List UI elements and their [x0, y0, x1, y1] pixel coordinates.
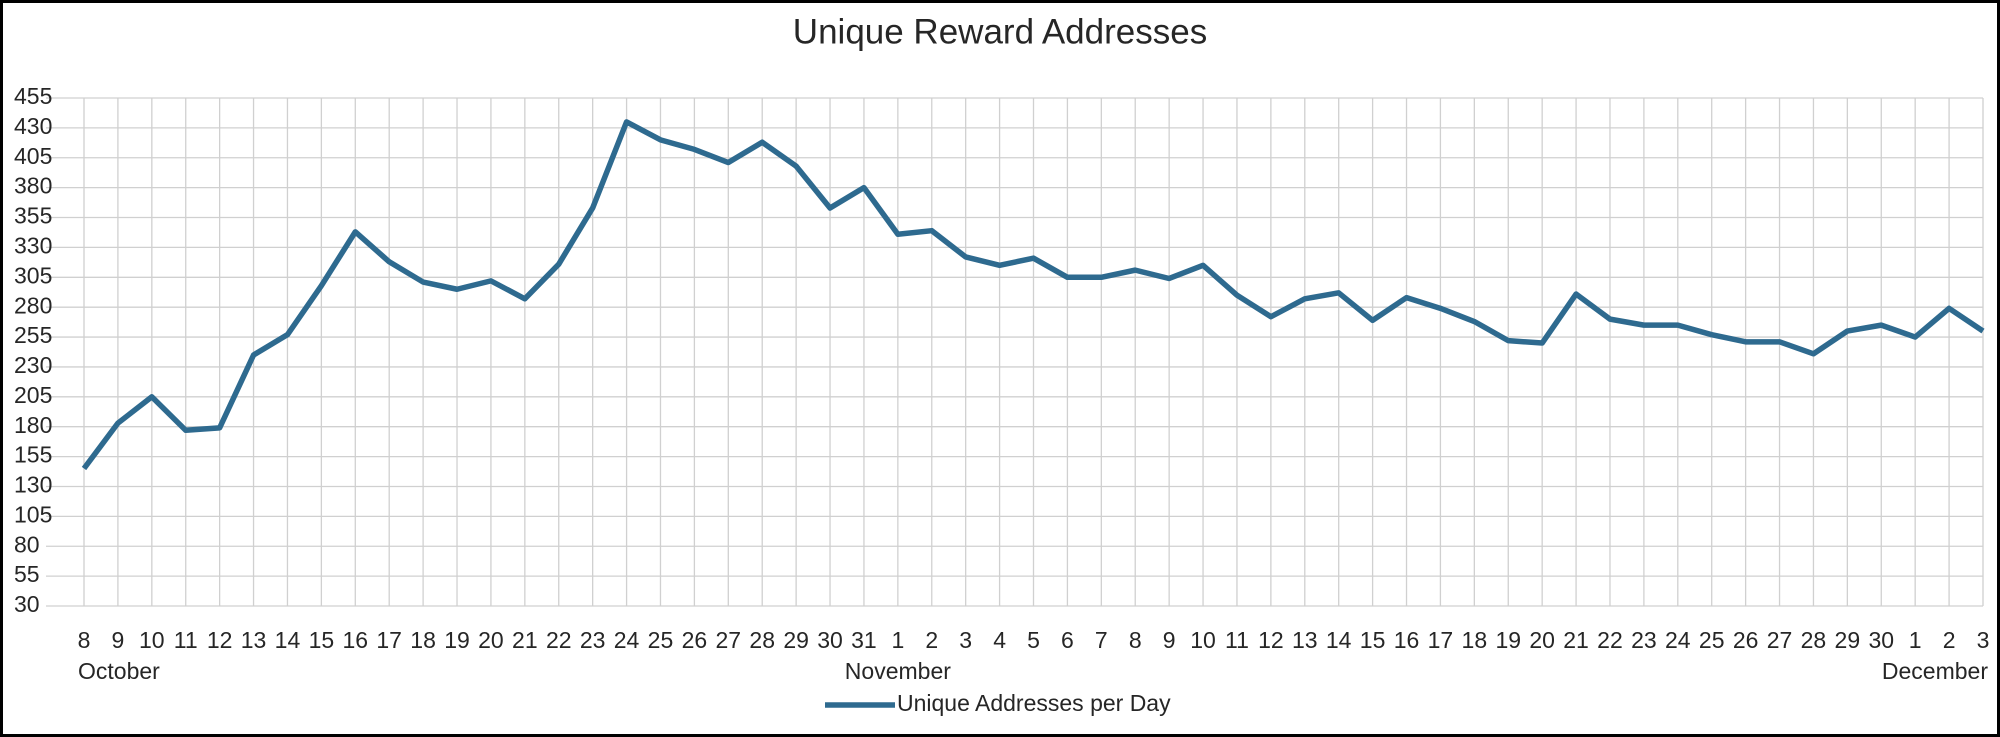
x-tick-label: 16: [1394, 627, 1420, 653]
x-tick-label: 19: [444, 627, 470, 653]
x-tick-label: 17: [376, 627, 402, 653]
x-tick-label: 12: [1258, 627, 1284, 653]
x-tick-label: 10: [139, 627, 165, 653]
x-tick-label: 28: [749, 627, 775, 653]
x-tick-label: 8: [78, 627, 91, 653]
x-tick-label: 16: [342, 627, 368, 653]
x-tick-label: 26: [682, 627, 708, 653]
x-tick-label: 12: [207, 627, 233, 653]
y-tick-label: 330: [14, 232, 52, 258]
x-tick-label: 18: [1462, 627, 1488, 653]
x-tick-label: 4: [993, 627, 1006, 653]
x-tick-label: 3: [1977, 627, 1990, 653]
y-tick-label: 80: [14, 531, 40, 557]
y-tick-label: 380: [14, 173, 52, 199]
y-tick-label: 405: [14, 143, 52, 169]
data-line: [81, 119, 1985, 471]
x-tick-label: 23: [580, 627, 606, 653]
y-tick-label: 430: [14, 113, 52, 139]
x-tick-label: 27: [716, 627, 742, 653]
x-tick-label: 18: [410, 627, 436, 653]
x-tick-label: 23: [1631, 627, 1657, 653]
x-tick-label: 2: [1943, 627, 1956, 653]
month-label: November: [845, 658, 951, 684]
x-tick-label: 26: [1733, 627, 1759, 653]
x-tick-label: 7: [1095, 627, 1108, 653]
y-tick-label: 355: [14, 203, 52, 229]
x-tick-label: 22: [546, 627, 572, 653]
y-tick-label: 205: [14, 382, 52, 408]
x-tick-label: 20: [478, 627, 504, 653]
x-tick-label: 20: [1529, 627, 1555, 653]
x-tick-label: 1: [1909, 627, 1922, 653]
x-tick-label: 21: [1563, 627, 1589, 653]
x-tick-label: 30: [1868, 627, 1894, 653]
x-tick-label: 27: [1767, 627, 1793, 653]
x-tick-label: 5: [1027, 627, 1040, 653]
x-tick-label: 9: [1163, 627, 1176, 653]
x-tick-label: 22: [1597, 627, 1623, 653]
y-tick-label: 180: [14, 412, 52, 438]
x-tick-label: 11: [174, 627, 198, 653]
x-tick-label: 25: [1699, 627, 1725, 653]
x-tick-label: 24: [614, 627, 640, 653]
x-tick-label: 31: [851, 627, 877, 653]
x-tick-label: 14: [1326, 627, 1352, 653]
x-tick-label: 8: [1129, 627, 1142, 653]
x-tick-label: 28: [1801, 627, 1827, 653]
x-tick-label: 30: [817, 627, 843, 653]
x-tick-label: 13: [1292, 627, 1318, 653]
x-tick-label: 1: [891, 627, 904, 653]
y-tick-label: 255: [14, 322, 52, 348]
month-label: December: [1882, 658, 1988, 684]
y-tick-label: 55: [14, 561, 40, 587]
y-tick-label: 280: [14, 292, 52, 318]
x-tick-label: 15: [309, 627, 335, 653]
legend-label: Unique Addresses per Day: [897, 690, 1171, 716]
x-tick-label: 13: [241, 627, 267, 653]
chart-title: Unique Reward Addresses: [793, 12, 1207, 51]
y-tick-label: 130: [14, 472, 52, 498]
x-tick-label: 14: [275, 627, 301, 653]
x-tick-label: 10: [1190, 627, 1216, 653]
y-tick-label: 30: [14, 591, 40, 617]
x-tick-label: 24: [1665, 627, 1691, 653]
x-tick-label: 19: [1495, 627, 1521, 653]
month-label: October: [78, 658, 160, 684]
x-tick-label: 15: [1360, 627, 1386, 653]
x-tick-label: 21: [512, 627, 538, 653]
x-tick-label: 6: [1061, 627, 1074, 653]
x-tick-label: 17: [1428, 627, 1454, 653]
x-tick-label: 11: [1225, 627, 1249, 653]
y-tick-label: 455: [14, 83, 52, 109]
y-tick-label: 230: [14, 352, 52, 378]
x-tick-label: 29: [1835, 627, 1861, 653]
y-tick-label: 305: [14, 262, 52, 288]
x-tick-label: 3: [959, 627, 972, 653]
y-tick-label: 105: [14, 501, 52, 527]
x-tick-label: 29: [783, 627, 809, 653]
y-tick-label: 155: [14, 442, 52, 468]
x-tick-label: 25: [648, 627, 674, 653]
x-tick-label: 9: [112, 627, 125, 653]
x-tick-label: 2: [925, 627, 938, 653]
